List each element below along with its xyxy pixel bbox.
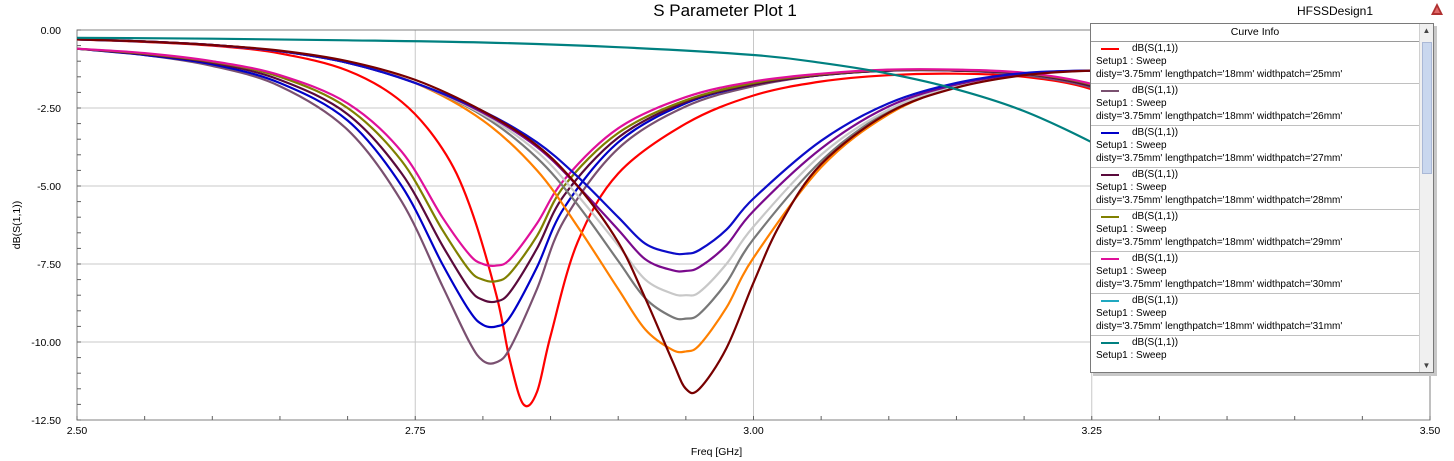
legend-setup-text: Setup1 : Sweep — [1096, 224, 1167, 235]
legend-swatch — [1101, 342, 1119, 344]
legend-setup-text: Setup1 : Sweep — [1096, 98, 1167, 109]
legend-curve-name: dB(S(1,1)) — [1132, 43, 1179, 54]
y-axis-label: dB(S(1,1)) — [11, 201, 23, 249]
legend-header: Curve Info — [1091, 24, 1419, 42]
legend-variation-text: disty='3.75mm' lengthpatch='18mm' widthp… — [1096, 153, 1343, 164]
axes: 2.50 2.75 3.00 3.25 3.50 0.00 -2.50 -5.00 -7.50 -… — [11, 25, 1440, 458]
legend-variation-text: disty='3.75mm' lengthpatch='18mm' widthp… — [1096, 237, 1343, 248]
x-tick-label: 2.50 — [67, 425, 88, 437]
legend-swatch — [1101, 300, 1119, 302]
legend-curve-name: dB(S(1,1)) — [1132, 85, 1179, 96]
legend-entry-header: dB(S(1,1)) — [1096, 252, 1419, 265]
legend-entry-header: dB(S(1,1)) — [1096, 210, 1419, 223]
legend-entry-header: dB(S(1,1)) — [1096, 294, 1419, 307]
legend-entry[interactable]: dB(S(1,1)) Setup1 : Sweep disty='3.75mm' l… — [1091, 84, 1419, 126]
y-tick-label: 0.00 — [41, 25, 62, 37]
legend-swatch — [1101, 132, 1119, 134]
legend-setup-text: Setup1 : Sweep — [1096, 350, 1167, 361]
chart-title: S Parameter Plot 1 — [653, 1, 797, 20]
legend-entry[interactable]: dB(S(1,1)) Setup1 : Sweep disty='3.75mm' l… — [1091, 210, 1419, 252]
x-tick-label: 3.25 — [1082, 425, 1103, 437]
x-tick-label: 3.00 — [743, 425, 764, 437]
legend-swatch — [1101, 258, 1119, 260]
legend-setup-text: Setup1 : Sweep — [1096, 308, 1167, 319]
ansys-logo-icon — [1431, 3, 1443, 15]
x-tick-label: 2.75 — [405, 425, 426, 437]
legend-variation-text: disty='3.75mm' lengthpatch='18mm' widthp… — [1096, 69, 1343, 80]
legend-curve-name: dB(S(1,1)) — [1132, 211, 1179, 222]
scroll-up-icon[interactable]: ▲ — [1422, 26, 1431, 35]
legend-entry[interactable]: dB(S(1,1)) Setup1 : Sweep disty='3.75mm' l… — [1091, 168, 1419, 210]
legend-entry[interactable]: dB(S(1,1)) Setup1 : Sweep disty='3.75mm' l… — [1091, 42, 1419, 84]
legend-swatch — [1101, 216, 1119, 218]
curve-info-legend[interactable]: Curve Info dB(S(1,1)) Setup1 : Sweep disty… — [1090, 23, 1434, 373]
legend-swatch — [1101, 90, 1119, 92]
legend-curve-name: dB(S(1,1)) — [1132, 127, 1179, 138]
y-tick-label: -7.50 — [37, 259, 61, 271]
legend-entry[interactable]: dB(S(1,1)) Setup1 : Sweep — [1091, 336, 1419, 372]
legend-variation-text: disty='3.75mm' lengthpatch='18mm' widthp… — [1096, 195, 1343, 206]
scroll-thumb[interactable] — [1422, 42, 1432, 174]
legend-curve-name: dB(S(1,1)) — [1132, 169, 1179, 180]
legend-setup-text: Setup1 : Sweep — [1096, 182, 1167, 193]
legend-entry-header: dB(S(1,1)) — [1096, 84, 1419, 97]
legend-entry[interactable]: dB(S(1,1)) Setup1 : Sweep disty='3.75mm' l… — [1091, 126, 1419, 168]
legend-curve-name: dB(S(1,1)) — [1132, 337, 1179, 348]
legend-setup-text: Setup1 : Sweep — [1096, 56, 1167, 67]
scroll-down-icon[interactable]: ▼ — [1422, 361, 1431, 370]
legend-variation-text: disty='3.75mm' lengthpatch='18mm' widthp… — [1096, 321, 1343, 332]
legend-setup-text: Setup1 : Sweep — [1096, 266, 1167, 277]
y-tick-label: -2.50 — [37, 103, 61, 115]
legend-scrollbar[interactable]: ▲ ▼ — [1419, 24, 1433, 372]
legend-entry-header: dB(S(1,1)) — [1096, 336, 1419, 349]
legend-entries: dB(S(1,1)) Setup1 : Sweep disty='3.75mm' l… — [1091, 42, 1419, 372]
legend-curve-name: dB(S(1,1)) — [1132, 253, 1179, 264]
legend-swatch — [1101, 48, 1119, 50]
y-tick-label: -5.00 — [37, 181, 61, 193]
x-axis-label: Freq [GHz] — [691, 446, 742, 458]
legend-variation-text: disty='3.75mm' lengthpatch='18mm' widthp… — [1096, 279, 1343, 290]
legend-entry-header: dB(S(1,1)) — [1096, 168, 1419, 181]
legend-entry-header: dB(S(1,1)) — [1096, 42, 1419, 55]
legend-curve-name: dB(S(1,1)) — [1132, 295, 1179, 306]
legend-entry[interactable]: dB(S(1,1)) Setup1 : Sweep disty='3.75mm' l… — [1091, 252, 1419, 294]
legend-setup-text: Setup1 : Sweep — [1096, 140, 1167, 151]
legend-entry[interactable]: dB(S(1,1)) Setup1 : Sweep disty='3.75mm' l… — [1091, 294, 1419, 336]
y-tick-label: -10.00 — [31, 337, 61, 349]
legend-swatch — [1101, 174, 1119, 176]
design-name-label: HFSSDesign1 — [1297, 4, 1374, 18]
y-tick-label: -12.50 — [31, 415, 61, 427]
x-tick-label: 3.50 — [1420, 425, 1441, 437]
legend-variation-text: disty='3.75mm' lengthpatch='18mm' widthp… — [1096, 111, 1343, 122]
legend-entry-header: dB(S(1,1)) — [1096, 126, 1419, 139]
